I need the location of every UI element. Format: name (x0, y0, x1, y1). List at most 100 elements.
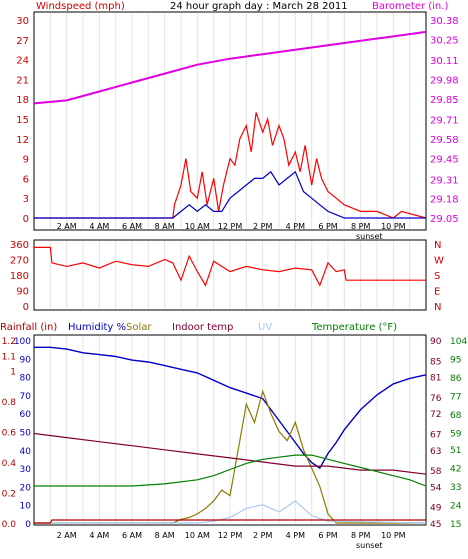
time-tick-bottom: 2 AM (57, 531, 77, 540)
humidity-tick: 20 (20, 483, 32, 493)
humidity-tick: 70 (20, 392, 32, 402)
time-tick-bottom: 2 PM (253, 531, 272, 540)
series-line-temperature-f- (34, 454, 427, 487)
windspeed-tick: 12 (16, 135, 29, 146)
direction-degree-tick: 180 (10, 271, 29, 282)
barometer-tick: 30.38 (430, 16, 459, 27)
barometer-tick: 29.85 (430, 95, 459, 106)
humidity-tick: 90 (20, 355, 32, 365)
time-tick-bottom: 6 PM (318, 531, 337, 540)
rainfall-legend: Rainfall (in) (0, 322, 57, 333)
series-line-windspeed-mph- (34, 112, 427, 219)
humidity-tick: 10 (20, 502, 32, 512)
windspeed-tick: 9 (23, 155, 29, 166)
windspeed-tick: 0 (23, 214, 29, 225)
indoor-temp-tick: 85 (430, 357, 441, 367)
rainfall-tick: 0.0 (2, 520, 17, 530)
solar-legend: Solar (126, 322, 152, 333)
windspeed-tick: 27 (16, 36, 29, 47)
time-tick-bottom: 6 AM (122, 531, 142, 540)
series-layer (33, 30, 427, 524)
rainfall-tick: 0.4 (2, 459, 17, 469)
series-line-barometer-in- (33, 30, 427, 105)
windspeed-axis-title: Windspeed (mph) (36, 1, 125, 12)
time-tick-bottom: 10 AM (185, 531, 210, 540)
time-tick-top: 8 AM (155, 222, 175, 231)
series-line-indoor-temp (33, 432, 427, 475)
indoor-temp-tick: 81 (430, 374, 441, 384)
direction-degree-tick: 90 (16, 287, 29, 298)
humidity-tick: 80 (20, 374, 32, 384)
indoor-temp-tick: 49 (430, 504, 442, 514)
time-tick-bottom: 8 PM (351, 531, 370, 540)
direction-compass-tick: N (434, 240, 441, 251)
grid-layer (49, 13, 411, 524)
rainfall-tick: 1.1 (2, 352, 16, 362)
time-tick-top: 2 PM (253, 222, 272, 231)
label-layer: 2 AM 2 AM 4 AM 4 AM 6 AM 6 AM 8 AM 8 AM 10 AM 10 … (2, 16, 468, 540)
rainfall-tick: 0.2 (2, 490, 16, 500)
windspeed-tick: 6 (23, 174, 29, 185)
temperature-tick: 95 (450, 356, 461, 366)
humidity-tick: 60 (20, 410, 32, 420)
rainfall-tick: 1.2 (2, 337, 16, 347)
barometer-tick: 29.05 (430, 214, 459, 225)
indoor-temp-tick: 45 (430, 520, 441, 530)
windspeed-tick: 30 (16, 16, 29, 27)
indoor-temp-tick: 63 (430, 447, 441, 457)
indoor-temp-tick: 76 (430, 394, 442, 404)
indoor-temp-tick: 72 (430, 410, 441, 420)
barometer-tick: 30.25 (430, 35, 459, 46)
time-tick-top: 8 PM (351, 222, 370, 231)
barometer-tick: 29.58 (430, 135, 459, 146)
direction-compass-tick: S (434, 271, 440, 282)
uv-legend: UV (258, 322, 272, 333)
indoor-temp-tick: 54 (430, 483, 442, 493)
sunset-label-bottom: sunset (356, 541, 383, 550)
time-tick-bottom: 12 PM (218, 531, 243, 540)
temperature-tick: 42 (450, 464, 461, 474)
rainfall-tick: 0.6 (2, 429, 17, 439)
barometer-tick: 29.71 (430, 116, 459, 127)
barometer-tick: 29.31 (430, 175, 459, 186)
time-tick-bottom: 8 AM (155, 531, 175, 540)
series-line-humidity- (34, 346, 427, 470)
time-tick-top: 6 AM (122, 222, 142, 231)
time-tick-top: 10 AM (185, 222, 210, 231)
humidity-legend: Humidity % (68, 322, 126, 333)
direction-compass-tick: W (434, 256, 444, 267)
time-tick-top: 2 AM (57, 222, 77, 231)
temperature-legend: Temperature (°F) (311, 322, 397, 333)
time-tick-top: 10 PM (381, 222, 406, 231)
temperature-tick: 15 (450, 520, 461, 530)
series-line-wind-direction (34, 246, 426, 287)
windspeed-tick: 3 (23, 194, 29, 205)
windspeed-tick: 15 (16, 115, 29, 126)
humidity-tick: 50 (20, 429, 32, 439)
humidity-tick: 100 (14, 337, 31, 347)
time-tick-bottom: 10 PM (381, 531, 406, 540)
time-tick-top: 6 PM (318, 222, 337, 231)
time-tick-top: 4 PM (286, 222, 305, 231)
humidity-tick: 30 (20, 465, 32, 475)
time-tick-top: 4 AM (89, 222, 109, 231)
temperature-tick: 59 (450, 430, 462, 440)
indoor-temp-legend: Indoor temp (172, 322, 233, 333)
time-tick-bottom: 4 AM (89, 531, 109, 540)
temperature-tick: 68 (450, 411, 462, 421)
indoor-temp-tick: 90 (430, 337, 442, 347)
windspeed-tick: 21 (16, 75, 29, 86)
direction-compass-tick: E (434, 287, 440, 298)
indoor-temp-tick: 58 (430, 467, 442, 477)
temperature-tick: 104 (450, 337, 467, 347)
time-tick-bottom: 4 PM (286, 531, 305, 540)
windspeed-tick: 18 (16, 95, 29, 106)
series-line-uv (34, 500, 427, 524)
barometer-tick: 29.98 (430, 76, 459, 87)
temperature-tick: 51 (450, 446, 461, 456)
barometer-tick: 29.45 (430, 154, 459, 165)
barometer-tick: 29.18 (430, 195, 459, 206)
humidity-tick: 40 (20, 447, 32, 457)
